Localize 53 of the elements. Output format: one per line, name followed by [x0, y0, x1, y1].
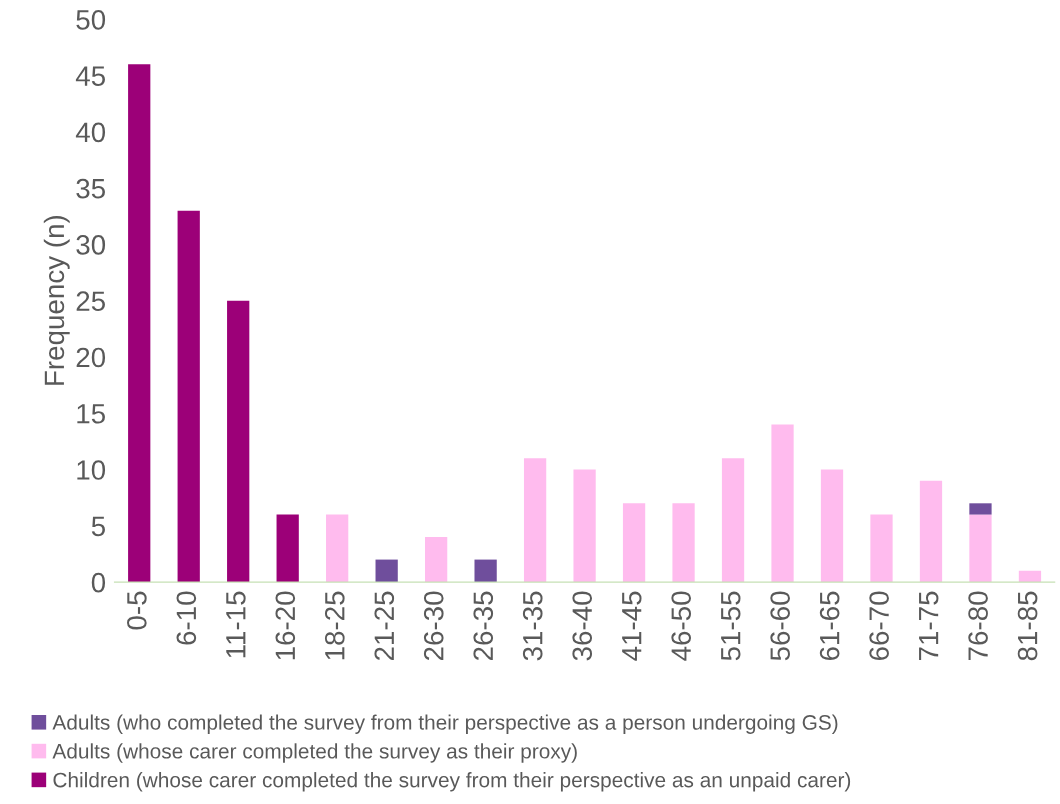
legend-label: Adults (who completed the survey from their perspective as a person undergoing GS): [52, 714, 838, 734]
bar: [672, 503, 695, 583]
legend-label: Adults (whose carer completed the survey as their proxy): [52, 743, 577, 763]
bar: [919, 480, 943, 583]
y-tick-label: 15: [77, 404, 105, 424]
x-tick-label: 0-5: [127, 591, 147, 630]
bar: [523, 458, 547, 583]
y-tick-label: 35: [76, 178, 105, 199]
bar: [326, 514, 349, 583]
y-tick-label: 10: [77, 460, 106, 480]
x-tick-label: 31-35: [522, 591, 543, 661]
bar: [276, 514, 299, 583]
bar: [969, 514, 992, 583]
x-tick-label: 46-50: [671, 591, 692, 661]
y-tick-label: 20: [76, 347, 106, 368]
bar: [969, 503, 992, 515]
bar: [721, 458, 745, 583]
x-tick-label: 76-80: [968, 591, 988, 661]
bar: [177, 210, 200, 583]
x-tick-label: 26-35: [473, 591, 494, 661]
x-tick-label: 51-55: [721, 591, 741, 661]
bar: [128, 64, 151, 583]
y-axis-title: Frequency (n): [43, 215, 70, 385]
x-tick-label: 66-70: [869, 591, 889, 661]
x-tick-label: 6-10: [176, 591, 197, 645]
x-tick-label: 11-15: [226, 591, 246, 658]
bar: [820, 469, 844, 583]
bar: [425, 537, 448, 583]
legend-label: Children (whose carer completed the survey from their perspective as an unpaid carer): [53, 772, 851, 792]
y-tick-label: 30: [76, 235, 106, 255]
x-tick-label: 41-45: [622, 591, 642, 661]
x-tick-label: 18-25: [324, 591, 345, 660]
x-tick-label: 61-65: [819, 591, 840, 661]
x-tick-label: 16-20: [275, 591, 296, 660]
bar: [375, 559, 398, 583]
x-tick-label: 21-25: [374, 591, 395, 661]
y-tick-label: 40: [75, 122, 106, 143]
bar: [573, 469, 596, 583]
x-tick-label: 71-75: [919, 591, 939, 661]
y-tick-label: 45: [75, 66, 105, 86]
bar: [227, 300, 250, 583]
bar: [622, 503, 646, 583]
x-tick-label: 81-85: [1017, 591, 1038, 661]
bar: [771, 424, 794, 583]
y-tick-label: 50: [76, 9, 106, 30]
y-tick-label: 0: [91, 572, 106, 593]
x-tick-label: 36-40: [572, 591, 593, 661]
bar: [474, 559, 497, 583]
y-tick-label: 5: [91, 516, 105, 537]
x-tick-label: 56-60: [770, 591, 790, 661]
x-tick-label: 26-30: [423, 591, 444, 661]
bar: [870, 514, 893, 583]
y-tick-label: 25: [76, 291, 105, 312]
